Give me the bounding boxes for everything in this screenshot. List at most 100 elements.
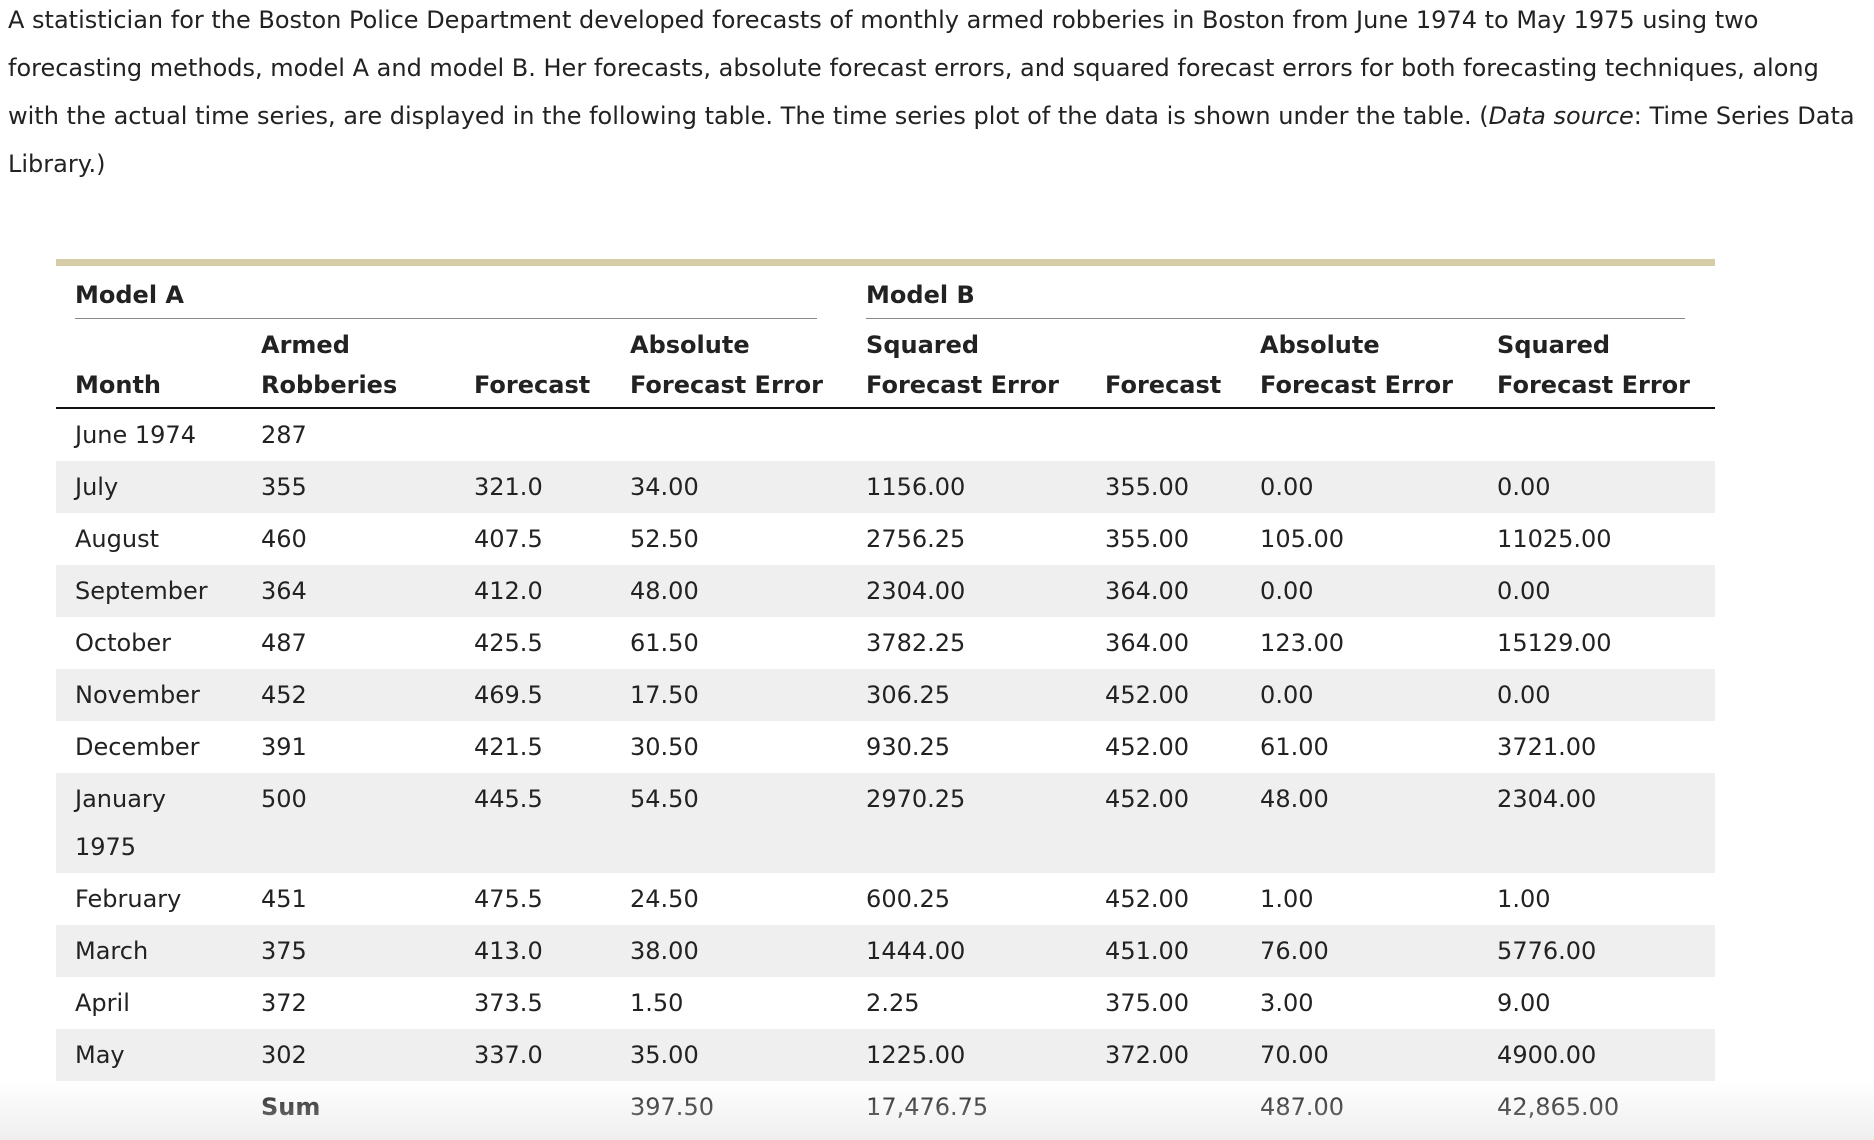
- table-cell: June 1974: [56, 408, 242, 461]
- cell-text: 1.00: [1260, 885, 1314, 913]
- cell-text: 1.00: [1497, 885, 1551, 913]
- cell-text: 2304.00: [866, 577, 966, 605]
- table-cell: 30.50: [611, 721, 847, 773]
- cell-text: 452.00: [1105, 681, 1190, 709]
- table-cell: 105.00: [1241, 513, 1478, 565]
- column-header-line: Forecast Error: [630, 371, 823, 399]
- cell-text: 11025.00: [1497, 525, 1612, 553]
- table-cell: 412.0: [455, 565, 611, 617]
- cell-text: 17.50: [630, 681, 699, 709]
- cell-text: 372.00: [1105, 1041, 1190, 1069]
- table-cell: 306.25: [847, 669, 1087, 721]
- month-label: January 1975: [75, 785, 166, 861]
- table-cell: 38.00: [611, 925, 848, 977]
- table-cell: 0.00: [1241, 565, 1479, 617]
- month-label: May: [75, 1041, 125, 1069]
- cell-text: 930.25: [866, 733, 951, 761]
- table-cell: 375: [242, 925, 455, 977]
- table-body: June 1974 287 July 355 321.0 34.00 1156.00 355.…: [56, 408, 1716, 1133]
- table-cell: Sum: [242, 1081, 455, 1133]
- cell-text: 1444.00: [866, 937, 966, 965]
- group-label: Model B: [866, 280, 1686, 319]
- column-header-line: Armed: [261, 331, 350, 359]
- month-label: September: [75, 577, 208, 605]
- cell-text: 9.00: [1497, 989, 1551, 1017]
- cell-text: 3.00: [1260, 989, 1314, 1017]
- table-cell: April: [56, 977, 242, 1029]
- table-cell: 2970.25: [847, 773, 1087, 873]
- cell-text: 1156.00: [866, 473, 966, 501]
- table-cell: 487.00: [1241, 1081, 1478, 1133]
- cell-text: 48.00: [630, 577, 699, 605]
- table-cell: 0.00: [1478, 669, 1716, 721]
- cell-text: 452.00: [1105, 733, 1190, 761]
- cell-text: 0.00: [1260, 681, 1314, 709]
- cell-text: 76.00: [1260, 937, 1329, 965]
- table-cell: 452.00: [1086, 721, 1241, 773]
- cell-text: 451: [261, 885, 307, 913]
- table-cell: 452: [242, 669, 455, 721]
- table-cell: 42,865.00: [1478, 1081, 1715, 1133]
- table-cell: 2756.25: [847, 513, 1086, 565]
- table-cell: 15129.00: [1478, 617, 1715, 669]
- table-cell: 2.25: [847, 977, 1086, 1029]
- table-cell: 321.0: [455, 461, 611, 513]
- cell-text: 321.0: [474, 473, 543, 501]
- cell-text: 70.00: [1260, 1041, 1329, 1069]
- cell-text: 355.00: [1105, 525, 1190, 553]
- table-cell: May: [56, 1029, 242, 1081]
- cell-text: 306.25: [866, 681, 951, 709]
- table-cell: 34.00: [611, 461, 848, 513]
- table-cell: September: [56, 565, 242, 617]
- cell-text: 397.50: [630, 1093, 714, 1121]
- table-cell: 421.5: [455, 721, 611, 773]
- group-cell: Model A: [56, 266, 847, 319]
- cell-text: 337.0: [474, 1041, 543, 1069]
- cell-text: 600.25: [866, 885, 951, 913]
- table-cell: 0.00: [1241, 461, 1479, 513]
- table-cell: July: [56, 461, 242, 513]
- cell-text: 302: [261, 1041, 307, 1069]
- cell-text: 452.00: [1105, 885, 1190, 913]
- table-cell: 0.00: [1478, 565, 1716, 617]
- month-label: July: [75, 473, 119, 501]
- data-row: February 451 475.5 24.50 600.25 452.00 1.00 1.0…: [56, 873, 1715, 925]
- cell-text: 460: [261, 525, 307, 553]
- cell-text: 475.5: [474, 885, 543, 913]
- table-cell: 54.50: [611, 773, 848, 873]
- table-cell: 930.25: [847, 721, 1086, 773]
- table-cell: 0.00: [1241, 669, 1479, 721]
- table-cell: 48.00: [1241, 773, 1479, 873]
- column-header-line: Forecast Error: [1260, 371, 1453, 399]
- table-cell: 35.00: [611, 1029, 848, 1081]
- cell-text: 5776.00: [1497, 937, 1597, 965]
- cell-text: 2970.25: [866, 785, 966, 813]
- cell-text: 61.00: [1260, 733, 1329, 761]
- table-cell: 451: [242, 873, 455, 925]
- cell-text: 469.5: [474, 681, 543, 709]
- data-row: September 364 412.0 48.00 2304.00 364.00 0.00 0…: [56, 565, 1716, 617]
- table-cell: 600.25: [847, 873, 1086, 925]
- cell-text: 105.00: [1260, 525, 1345, 553]
- cell-text: 4900.00: [1497, 1041, 1597, 1069]
- column-header-line: Forecast: [1105, 371, 1222, 399]
- table-cell: 475.5: [455, 873, 611, 925]
- month-label: August: [75, 525, 159, 553]
- data-row: April 372 373.5 1.50 2.25 375.00 3.00 9.00: [56, 977, 1715, 1029]
- table-cell: November: [56, 669, 242, 721]
- cell-text: 451.00: [1105, 937, 1190, 965]
- column-header: Squared Forecast Error: [847, 319, 1087, 409]
- cell-text: 425.5: [474, 629, 543, 657]
- table-cell: 0.00: [1478, 461, 1716, 513]
- table-cell: 1444.00: [847, 925, 1087, 977]
- table-cell: January 1975: [56, 773, 242, 873]
- table-cell: 76.00: [1241, 925, 1479, 977]
- table-cell: 375.00: [1086, 977, 1241, 1029]
- column-header-line: Squared: [1497, 331, 1611, 359]
- cell-text: 375: [261, 937, 307, 965]
- table-cell: 364.00: [1086, 617, 1241, 669]
- column-header: Absolute Forecast Error: [611, 319, 848, 409]
- cell-text: 3721.00: [1497, 733, 1597, 761]
- data-row: June 1974 287: [56, 408, 1715, 461]
- table-cell: 3782.25: [847, 617, 1086, 669]
